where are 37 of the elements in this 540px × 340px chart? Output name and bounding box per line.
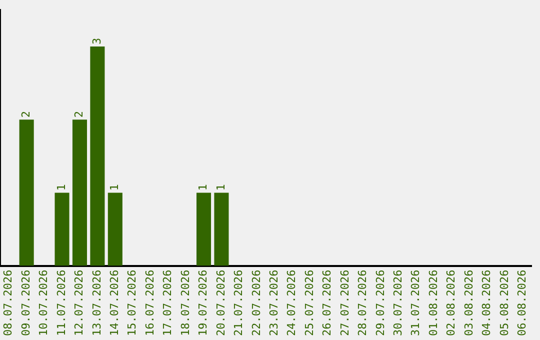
- x-tick-label: 13.07.2026: [90, 270, 104, 336]
- x-tick-label: 28.07.2026: [356, 270, 370, 336]
- x-tick-label: 08.07.2026: [2, 270, 15, 336]
- x-tick-label: 10.07.2026: [37, 270, 50, 336]
- x-tick-label: 24.07.2026: [285, 270, 298, 336]
- x-tick-label: 14.07.2026: [108, 270, 122, 336]
- x-tick-label: 05.08.2026: [498, 270, 511, 336]
- x-tick-label: 29.07.2026: [374, 270, 387, 336]
- x-tick-label: 18.07.2026: [178, 270, 192, 336]
- x-tick-label: 11.07.2026: [54, 270, 68, 336]
- x-tick-label: 26.07.2026: [320, 270, 334, 336]
- x-tick-label: 31.07.2026: [409, 270, 422, 336]
- x-tick-label: 09.07.2026: [19, 270, 32, 336]
- x-tick-label: 21.07.2026: [232, 270, 246, 336]
- x-tick-label: 22.07.2026: [250, 270, 263, 336]
- x-tick-label: 06.08.2026: [516, 270, 529, 336]
- data-label: 2: [72, 110, 86, 118]
- x-tick-label: 02.08.2026: [444, 270, 458, 336]
- x-tick-label: 20.07.2026: [214, 270, 228, 336]
- x-tick-label: 19.07.2026: [196, 270, 210, 336]
- data-label: 2: [19, 110, 32, 118]
- x-tick-label: 15.07.2026: [126, 270, 139, 336]
- data-label: 1: [54, 184, 68, 191]
- x-tick-label: 27.07.2026: [338, 270, 352, 336]
- x-tick-label: 04.08.2026: [480, 270, 494, 336]
- x-tick-label: 03.08.2026: [462, 270, 476, 336]
- x-tick-label: 17.07.2026: [161, 270, 174, 336]
- x-tick-label: 12.07.2026: [72, 270, 86, 336]
- x-tick-label: 01.08.2026: [426, 270, 440, 336]
- x-tick-label: 30.07.2026: [392, 270, 405, 336]
- x-tick-label: 23.07.2026: [267, 270, 280, 336]
- x-tick-label: 16.07.2026: [143, 270, 156, 336]
- data-label: 1: [108, 184, 122, 191]
- data-label: 3: [90, 38, 104, 45]
- x-tick-label: 25.07.2026: [302, 270, 316, 336]
- data-label: 1: [214, 184, 228, 191]
- data-label: 1: [196, 184, 210, 191]
